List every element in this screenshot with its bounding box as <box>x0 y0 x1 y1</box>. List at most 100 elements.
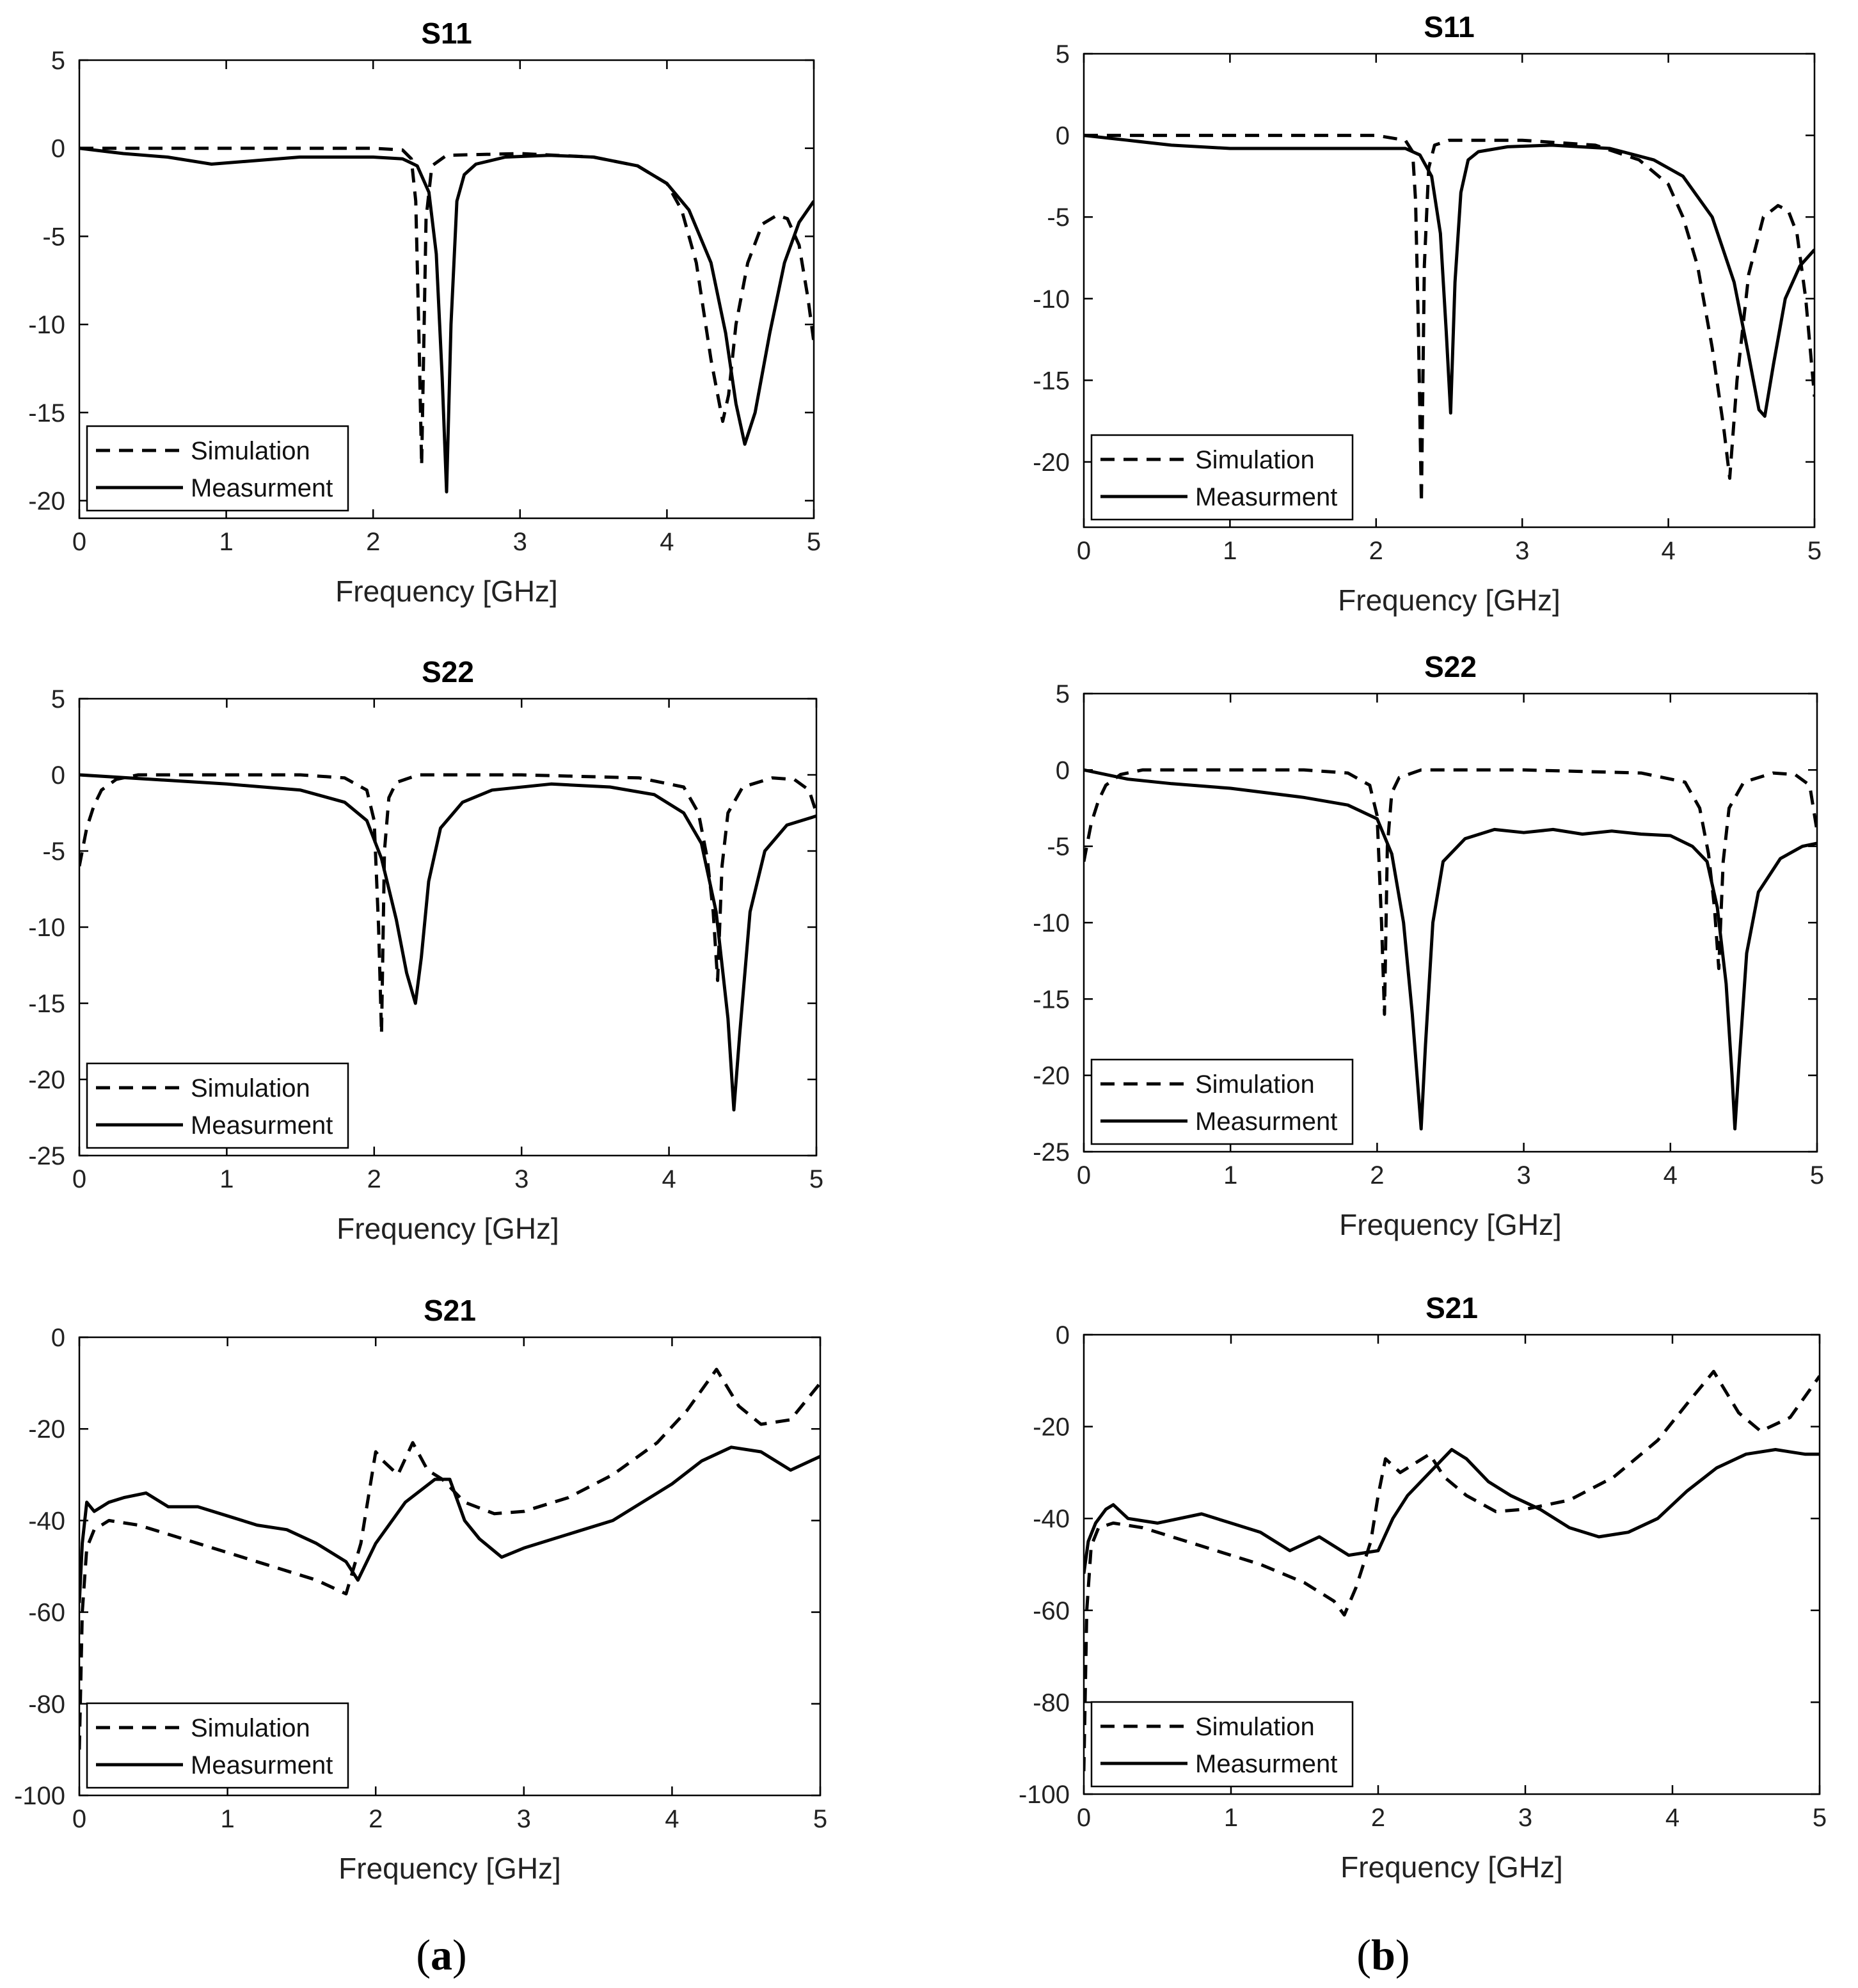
panel-label-a-close: ) <box>452 1930 467 1979</box>
series-line-measurment <box>1084 134 1814 418</box>
x-tick-label: 2 <box>1370 1161 1384 1189</box>
x-tick-label: 3 <box>517 1805 531 1833</box>
y-tick-label: -60 <box>1033 1597 1070 1625</box>
y-tick-label: 5 <box>51 685 65 713</box>
panel-label-b-letter: b <box>1371 1930 1395 1979</box>
y-tick-label: -15 <box>28 399 65 427</box>
panel-label-a: (a) <box>416 1930 466 1979</box>
x-tick-label: 3 <box>1516 1161 1530 1189</box>
x-tick-label: 5 <box>1810 1161 1824 1189</box>
legend-label-simulation: Simulation <box>1195 1713 1315 1741</box>
legend-label-simulation: Simulation <box>191 1074 310 1102</box>
series-line-simulation <box>1084 1369 1820 1772</box>
panel-label-b-close: ) <box>1395 1930 1410 1979</box>
y-tick-label: -20 <box>1033 449 1070 477</box>
chart-a-s11: S11 0 1 2 3 4 5 5 0 -5 -10 -15 -20 Frequency [GHz] Sim… <box>28 17 821 608</box>
y-tick-label: -100 <box>14 1782 65 1810</box>
x-axis-label: Frequency [GHz] <box>1340 1850 1563 1884</box>
y-tick-label: -60 <box>28 1599 65 1627</box>
x-axis-label: Frequency [GHz] <box>335 575 558 608</box>
legend-box <box>86 1702 349 1789</box>
chart-a-s21: S21 0 1 2 3 4 5 0 -20 -40 -60 -80 -100 Frequency [GHz… <box>14 1294 827 1885</box>
y-tick-label: 0 <box>1056 122 1070 150</box>
x-tick-label: 0 <box>1077 537 1091 565</box>
x-tick-label: 3 <box>1518 1804 1532 1832</box>
legend-label-simulation: Simulation <box>1195 446 1315 474</box>
x-tick-label: 1 <box>219 528 233 556</box>
y-tick-label: -5 <box>42 223 65 251</box>
x-tick-label: 3 <box>514 1165 528 1193</box>
charts-layer: S11 0 1 2 3 4 5 5 0 -5 -10 -15 -20 Frequency [GHz] Sim… <box>14 10 1827 1885</box>
x-tick-label: 4 <box>1665 1804 1679 1832</box>
chart-b-s22: S22 0 1 2 3 4 5 5 0 -5 -10 -15 -20 -25 Frequency [GHz]… <box>1033 650 1824 1241</box>
y-tick-label: -5 <box>1047 203 1070 232</box>
y-tick-label: 5 <box>1056 40 1070 68</box>
x-tick-label: 4 <box>1661 537 1675 565</box>
x-tick-label: 2 <box>366 528 380 556</box>
x-tick-label: 0 <box>1077 1161 1091 1189</box>
x-axis-label: Frequency [GHz] <box>1338 584 1560 617</box>
legend-label-measurment: Measurment <box>191 474 333 502</box>
x-tick-label: 2 <box>369 1805 383 1833</box>
y-tick-label: 0 <box>1056 1321 1070 1349</box>
legend-box <box>1090 434 1354 521</box>
x-tick-label: 5 <box>807 528 821 556</box>
x-tick-label: 2 <box>1371 1804 1385 1832</box>
y-tick-label: -25 <box>1033 1138 1070 1166</box>
x-tick-label: 0 <box>72 528 86 556</box>
legend: Simulation Measurment <box>86 425 349 512</box>
x-tick-label: 5 <box>813 1805 827 1833</box>
y-tick-label: -15 <box>28 990 65 1018</box>
series-line-simulation <box>1084 134 1814 505</box>
series-line-measurment <box>1084 1448 1820 1574</box>
x-axis-label: Frequency [GHz] <box>1339 1208 1562 1241</box>
y-tick-label: -20 <box>28 1066 65 1094</box>
legend-label-measurment: Measurment <box>1195 1750 1337 1778</box>
y-tick-label: -5 <box>1047 833 1070 861</box>
y-tick-label: -10 <box>28 914 65 942</box>
legend-label-measurment: Measurment <box>191 1111 333 1140</box>
series-line-simulation <box>79 1367 820 1750</box>
chart-title: S21 <box>424 1294 476 1327</box>
chart-title: S11 <box>421 17 472 50</box>
legend-label-simulation: Simulation <box>191 437 310 465</box>
chart-title: S22 <box>1424 650 1477 683</box>
legend: Simulation Measurment <box>1090 1058 1354 1145</box>
legend-box <box>1090 1701 1354 1788</box>
legend: Simulation Measurment <box>86 1062 349 1149</box>
legend-label-measurment: Measurment <box>1195 483 1337 511</box>
legend-label-simulation: Simulation <box>1195 1070 1315 1099</box>
x-axis-label: Frequency [GHz] <box>337 1212 559 1245</box>
legend-label-measurment: Measurment <box>191 1751 333 1779</box>
chart-title: S21 <box>1425 1291 1478 1324</box>
legend: Simulation Measurment <box>1090 434 1354 521</box>
y-tick-label: -80 <box>28 1690 65 1719</box>
series-line-simulation <box>1084 768 1817 1016</box>
y-tick-label: -20 <box>28 487 65 515</box>
x-tick-label: 5 <box>1813 1804 1827 1832</box>
x-tick-label: 0 <box>72 1805 86 1833</box>
series-line-measurment <box>79 773 816 1112</box>
x-tick-label: 0 <box>72 1165 86 1193</box>
x-tick-label: 1 <box>220 1805 234 1833</box>
series-line-simulation <box>79 773 816 1036</box>
y-tick-label: 0 <box>51 1324 65 1352</box>
y-tick-label: -25 <box>28 1142 65 1170</box>
x-axis-label: Frequency [GHz] <box>338 1852 561 1885</box>
y-tick-label: -20 <box>1033 1062 1070 1090</box>
y-tick-label: -10 <box>28 311 65 339</box>
x-tick-label: 4 <box>660 528 674 556</box>
legend-label-measurment: Measurment <box>1195 1108 1337 1136</box>
y-tick-label: -20 <box>1033 1413 1070 1442</box>
series-line-measurment <box>79 1445 820 1603</box>
y-tick-label: 5 <box>1056 680 1070 708</box>
series-line-measurment <box>79 147 814 494</box>
chart-title: S11 <box>1424 10 1474 44</box>
x-tick-label: 2 <box>367 1165 381 1193</box>
x-tick-label: 5 <box>1807 537 1822 565</box>
panel-label-a-letter: a <box>431 1930 452 1979</box>
x-tick-label: 3 <box>1515 537 1529 565</box>
legend: Simulation Measurment <box>1090 1701 1354 1788</box>
x-tick-label: 1 <box>219 1165 234 1193</box>
